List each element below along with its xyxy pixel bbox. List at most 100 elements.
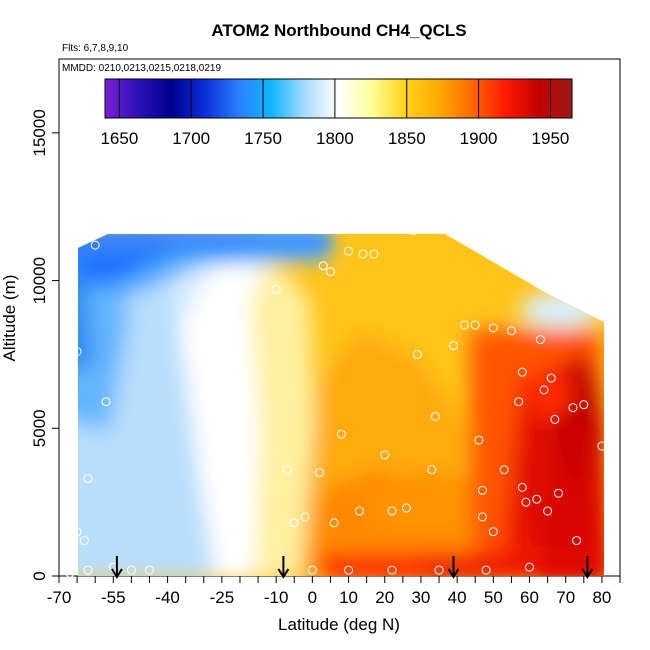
x-tick-label: 50 [484, 588, 503, 607]
sample-point [535, 335, 545, 345]
x-tick-label: 30 [411, 588, 430, 607]
colorbar-tick-label: 1750 [244, 129, 282, 148]
flights-subtitle: Flts: 6,7,8,9,10 [62, 43, 129, 54]
sample-point [449, 341, 459, 351]
latitude-arrows [111, 556, 594, 579]
colorbar-tick-label: 1800 [316, 129, 354, 148]
sample-point [593, 308, 603, 318]
sample-point [358, 249, 368, 259]
dates-subtitle: MMDD: 0210,0213,0215,0218,0219 [62, 63, 221, 74]
colorbar-tick-label: 1900 [460, 129, 498, 148]
sample-point [307, 565, 317, 575]
sample-point [499, 465, 509, 475]
sample-point [329, 518, 339, 528]
sample-point [434, 565, 444, 575]
down-arrow [277, 556, 290, 579]
sample-point [387, 506, 397, 516]
colorbar-tick-label: 1850 [388, 129, 426, 148]
x-tick-label: -55 [101, 588, 126, 607]
y-axis: 0 5000 10000 15000 [30, 109, 59, 581]
x-tick-label: 0 [308, 588, 317, 607]
down-arrow-head [277, 568, 290, 579]
sample-point [401, 503, 411, 513]
sample-point [525, 562, 535, 572]
sample-point [488, 323, 498, 333]
field-region [360, 470, 470, 530]
field-region [78, 250, 95, 380]
x-tick-label: 70 [556, 588, 575, 607]
sample-point [434, 222, 444, 232]
sample-point [459, 320, 469, 330]
x-tick-label: 60 [520, 588, 539, 607]
x-tick-label: 20 [375, 588, 394, 607]
down-arrow-head [447, 568, 460, 579]
y-tick-label: 0 [30, 571, 49, 580]
sample-point [300, 512, 310, 522]
sample-point [488, 527, 498, 537]
sample-point [539, 385, 549, 395]
sample-point [83, 565, 93, 575]
sample-point [553, 488, 563, 498]
down-arrow-head [581, 568, 594, 579]
sample-point [318, 261, 328, 271]
sample-point [477, 512, 487, 522]
heatmap-field [78, 234, 604, 576]
colorbar-tick-label: 1700 [172, 129, 210, 148]
sample-point [568, 403, 578, 413]
x-axis: -70 -55 -40 -25 -10 0 10 20 30 40 50 60 70 80 [47, 576, 621, 607]
sample-point [354, 506, 364, 516]
sample-point [369, 249, 379, 259]
colorbar: 1650 1700 1750 1800 1850 1900 1950 [100, 78, 573, 148]
sample-point [289, 518, 299, 528]
field-region [78, 234, 330, 260]
x-tick-label: -25 [210, 588, 235, 607]
sample-markers [65, 216, 607, 578]
sample-point [336, 429, 346, 439]
sample-point [532, 494, 542, 504]
sample-point [65, 276, 75, 286]
chart-title: ATOM2 Northbound CH4_QCLS [211, 21, 466, 40]
colorbar-ticks: 1650 1700 1750 1800 1850 1900 1950 [100, 79, 569, 148]
sample-point [514, 397, 524, 407]
sample-point [597, 441, 607, 451]
field-region [540, 420, 604, 576]
sample-point [517, 367, 527, 377]
x-tick-label: 80 [592, 588, 611, 607]
sample-point [543, 506, 553, 516]
sample-point [282, 465, 292, 475]
x-tick-label: -70 [47, 588, 72, 607]
y-tick-label: 5000 [30, 409, 49, 447]
field-blobs [78, 234, 604, 576]
sample-point [380, 450, 390, 460]
y-tick-label: 10000 [30, 257, 49, 304]
sample-point [579, 400, 589, 410]
colorbar-fill [104, 78, 573, 119]
y-axis-label: Altitude (m) [0, 275, 19, 362]
y-tick-label: 15000 [30, 109, 49, 156]
sample-point [409, 225, 419, 235]
sample-point [387, 565, 397, 575]
x-tick-label: -40 [155, 588, 180, 607]
sample-point [477, 485, 487, 495]
sample-point [517, 482, 527, 492]
sample-point [144, 565, 154, 575]
sample-point [271, 284, 281, 294]
sample-point [481, 565, 491, 575]
sample-point [68, 423, 78, 433]
sample-point [430, 411, 440, 421]
sample-point [521, 497, 531, 507]
sample-point [101, 219, 111, 229]
sample-point [101, 397, 111, 407]
sample-point [72, 346, 82, 356]
down-arrow-head [111, 568, 123, 579]
x-tick-label: 40 [448, 588, 467, 607]
sample-point [427, 465, 437, 475]
sample-point [68, 261, 78, 271]
sample-point [83, 474, 93, 484]
sample-point [550, 414, 560, 424]
colorbar-tick-label: 1950 [532, 129, 570, 148]
sample-point [65, 216, 75, 226]
down-arrow [447, 556, 460, 579]
sample-point [506, 326, 516, 336]
